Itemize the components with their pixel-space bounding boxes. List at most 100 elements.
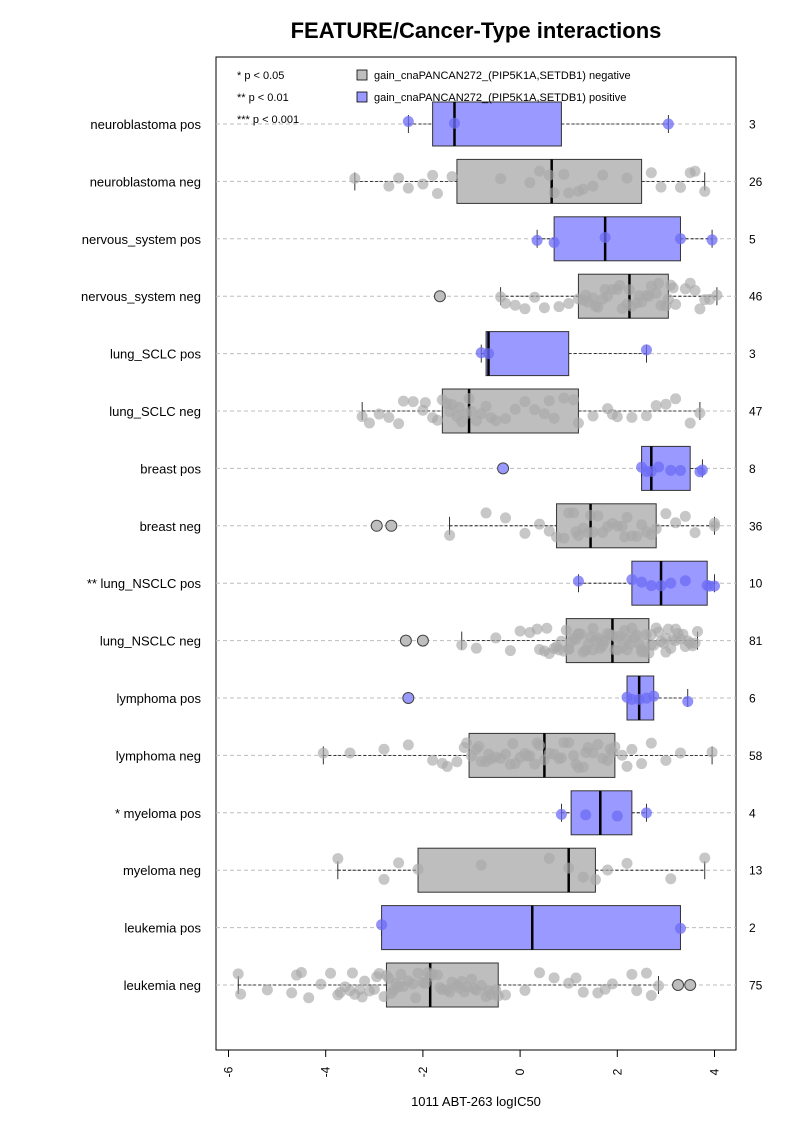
data-point bbox=[580, 289, 592, 301]
data-point bbox=[645, 737, 657, 749]
data-point bbox=[509, 403, 521, 415]
data-point bbox=[385, 987, 397, 999]
data-point bbox=[616, 520, 628, 532]
data-point bbox=[621, 172, 633, 184]
data-point bbox=[393, 172, 405, 184]
row-label: lymphoma pos bbox=[116, 691, 201, 706]
data-point bbox=[650, 400, 662, 412]
box bbox=[485, 331, 570, 377]
data-point bbox=[587, 410, 599, 422]
data-point bbox=[448, 117, 460, 129]
data-point bbox=[534, 165, 546, 177]
data-point bbox=[577, 183, 589, 195]
data-point bbox=[636, 758, 648, 770]
row-label: nervous_system neg bbox=[81, 289, 201, 304]
data-point bbox=[453, 982, 465, 994]
x-tick-label: 0 bbox=[513, 1068, 527, 1075]
row-label: myeloma neg bbox=[123, 863, 201, 878]
count-label: 58 bbox=[749, 749, 763, 763]
data-point bbox=[633, 290, 645, 302]
data-point bbox=[599, 983, 611, 995]
data-point bbox=[563, 643, 575, 655]
data-point bbox=[466, 973, 477, 985]
count-label: 8 bbox=[749, 462, 756, 476]
data-point bbox=[444, 986, 456, 998]
data-point bbox=[602, 754, 614, 766]
data-point bbox=[395, 968, 407, 980]
data-point bbox=[500, 297, 512, 309]
data-point bbox=[660, 508, 672, 520]
row-label: lung_SCLC neg bbox=[109, 404, 201, 419]
data-point bbox=[577, 871, 589, 883]
row-label: breast neg bbox=[140, 519, 201, 534]
data-point bbox=[402, 115, 414, 127]
plot-frame bbox=[215, 56, 737, 1051]
data-point bbox=[653, 980, 665, 992]
data-point bbox=[626, 574, 638, 586]
data-point bbox=[480, 507, 492, 519]
data-point bbox=[687, 640, 699, 652]
data-point bbox=[451, 756, 463, 768]
data-point bbox=[670, 393, 682, 405]
data-point bbox=[431, 969, 443, 981]
data-point bbox=[485, 412, 497, 424]
data-point bbox=[621, 760, 633, 772]
data-points bbox=[232, 115, 723, 1004]
data-point bbox=[665, 464, 677, 476]
data-point bbox=[655, 580, 667, 592]
row-label: breast pos bbox=[140, 461, 201, 476]
data-point bbox=[645, 639, 657, 651]
data-point bbox=[548, 972, 560, 984]
x-axis: -6 -4 -2 0 2 4 bbox=[222, 1049, 722, 1077]
data-point bbox=[397, 395, 409, 407]
legend-series-positive: gain_cnaPANCAN272_(PIP5K1A,SETDB1) posit… bbox=[374, 92, 626, 104]
data-point bbox=[604, 743, 616, 755]
data-point bbox=[427, 169, 439, 181]
data-point bbox=[626, 968, 638, 980]
data-point bbox=[393, 857, 405, 869]
data-point bbox=[368, 983, 380, 995]
data-point bbox=[519, 984, 531, 996]
outlier-point bbox=[433, 290, 446, 303]
data-point bbox=[650, 523, 662, 535]
data-point bbox=[694, 303, 706, 315]
data-point bbox=[674, 464, 686, 476]
data-point bbox=[446, 171, 458, 183]
data-point bbox=[543, 525, 555, 537]
data-point bbox=[653, 626, 665, 638]
data-point bbox=[480, 400, 492, 412]
data-point bbox=[616, 749, 628, 761]
x-tick-label: 2 bbox=[610, 1068, 624, 1075]
data-point bbox=[689, 165, 701, 177]
data-point bbox=[679, 510, 691, 522]
data-point bbox=[563, 297, 575, 309]
data-point bbox=[373, 408, 385, 420]
row-label: * myeloma pos bbox=[115, 806, 201, 821]
data-point bbox=[670, 517, 682, 529]
data-point bbox=[706, 234, 718, 246]
data-point bbox=[473, 740, 485, 752]
data-point bbox=[332, 853, 344, 865]
data-point bbox=[691, 625, 703, 637]
data-point bbox=[643, 290, 655, 302]
data-point bbox=[587, 623, 599, 635]
data-point bbox=[589, 300, 601, 312]
data-point bbox=[356, 411, 368, 423]
data-point bbox=[572, 628, 584, 640]
data-point bbox=[587, 644, 599, 656]
row-label: neuroblastoma pos bbox=[90, 117, 201, 132]
data-point bbox=[577, 986, 589, 998]
data-point bbox=[667, 282, 679, 294]
data-point bbox=[356, 991, 368, 1003]
data-point bbox=[419, 978, 431, 990]
row-labels: neuroblastoma pos neuroblastoma neg nervou… bbox=[81, 117, 201, 993]
legend-series-negative: gain_cnaPANCAN272_(PIP5K1A,SETDB1) negat… bbox=[374, 70, 631, 82]
x-axis-label: 1011 ABT-263 logIC50 bbox=[411, 1094, 541, 1109]
data-point bbox=[371, 971, 383, 983]
data-point bbox=[412, 967, 424, 979]
data-point bbox=[662, 623, 674, 635]
data-point bbox=[626, 743, 638, 755]
data-point bbox=[412, 863, 424, 875]
data-point bbox=[568, 394, 580, 406]
